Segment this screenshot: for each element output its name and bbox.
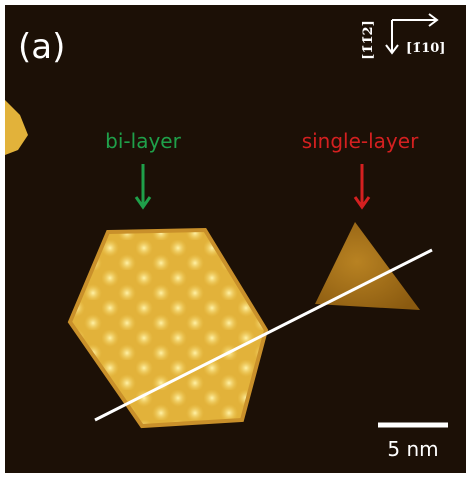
single-layer-label: single-layer [302, 129, 419, 153]
direction-label-horizontal: [1̄10] [406, 41, 445, 56]
panel-label: (a) [18, 27, 65, 67]
bilayer-label: bi-layer [105, 129, 181, 153]
stm-image: (a) [1̄1̄2] [1̄10] bi-layer single-layer… [0, 0, 471, 478]
scale-bar-label: 5 nm [387, 437, 438, 461]
direction-label-vertical: [1̄1̄2] [361, 20, 376, 59]
